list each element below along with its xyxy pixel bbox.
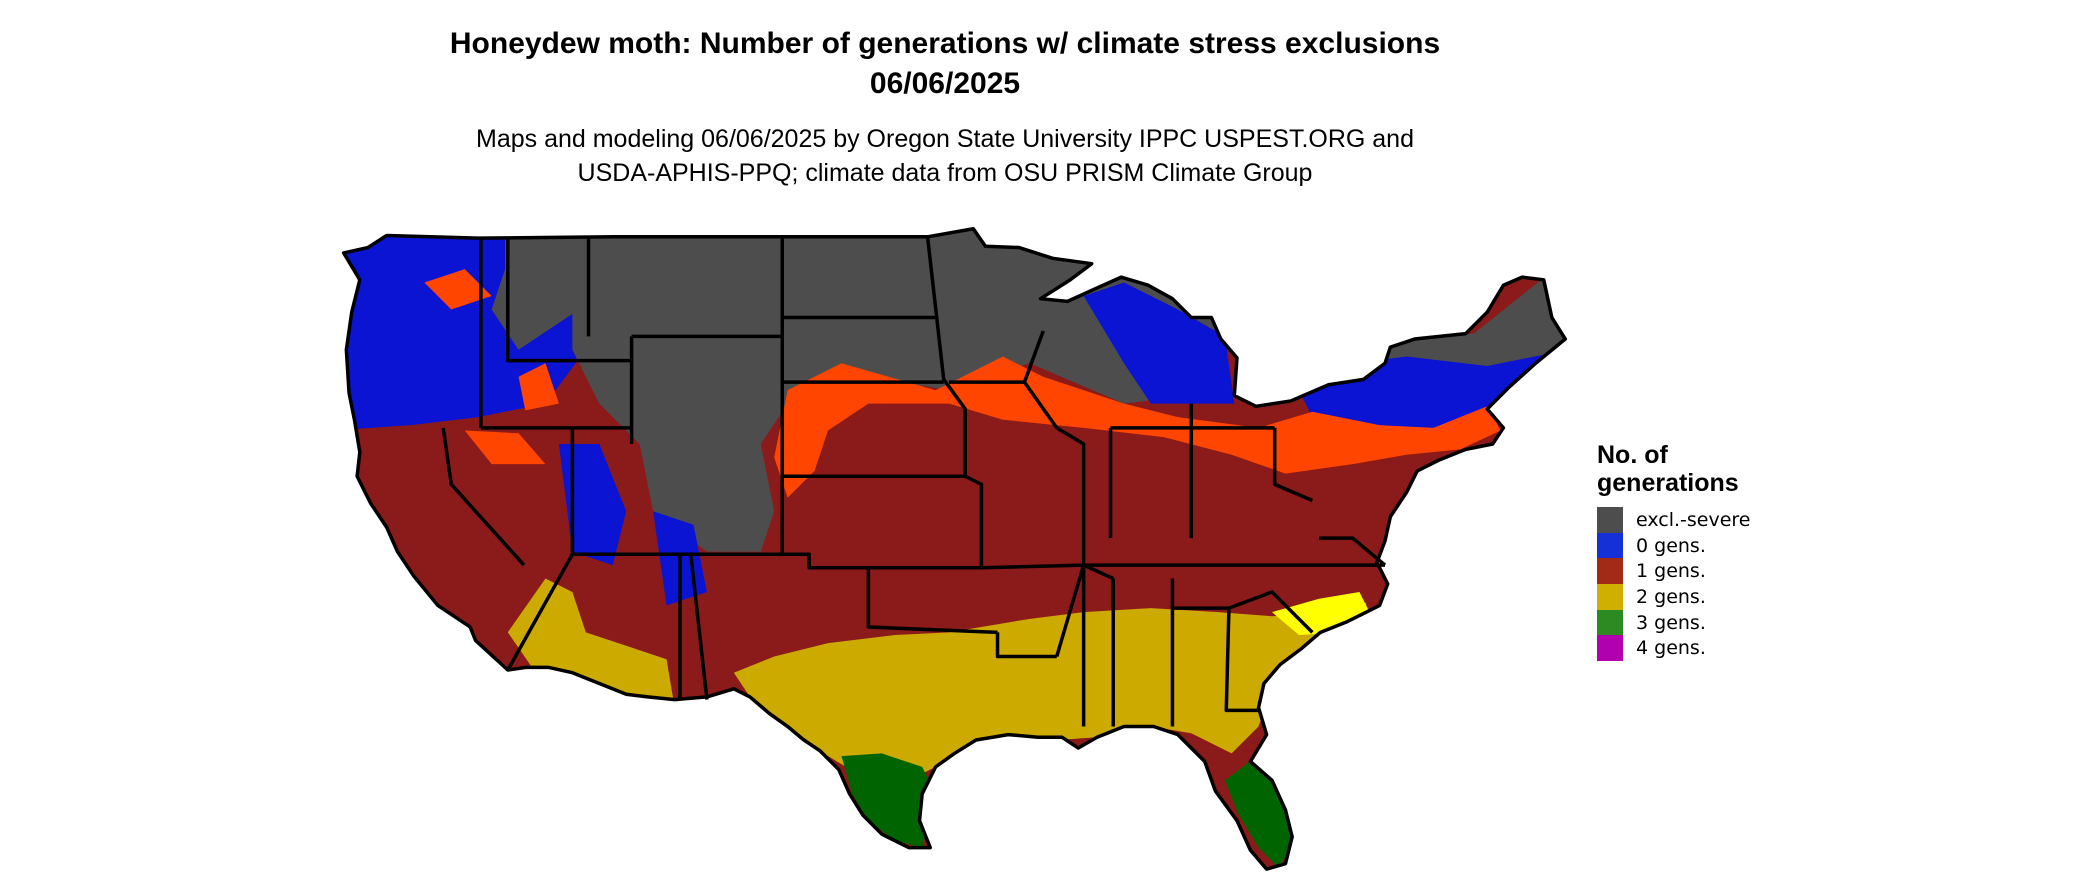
legend-swatch bbox=[1597, 507, 1623, 533]
interior-state-lines bbox=[441, 236, 1387, 727]
legend-item: 0 gens. bbox=[1597, 532, 1797, 559]
zone-0-gens-southwest bbox=[558, 443, 707, 606]
zone-0-gens-northeast bbox=[1298, 352, 1555, 428]
legend-item: excl.-severe bbox=[1597, 507, 1797, 533]
legend-swatch bbox=[1597, 635, 1623, 662]
legend-label: 2 gens. bbox=[1636, 585, 1706, 608]
subtitle-line-2: USDA-APHIS-PPQ; climate data from OSU PR… bbox=[577, 159, 1313, 187]
zone-0-gens-great-lakes bbox=[1083, 282, 1235, 404]
legend-label: 4 gens. bbox=[1636, 637, 1706, 660]
legend-title: No. of generations bbox=[1597, 441, 1739, 497]
legend-swatch bbox=[1597, 558, 1623, 585]
state-borders bbox=[341, 226, 1568, 871]
legend-swatch bbox=[1597, 532, 1623, 559]
map-title: Honeydew moth: Number of generations w/ … bbox=[449, 27, 1441, 60]
generation-fills bbox=[343, 228, 1566, 870]
legend-item: 3 gens. bbox=[1597, 609, 1797, 636]
legend: No. of generations excl.-severe 0 gens. 1 … bbox=[1597, 441, 1797, 662]
legend-label: excl.-severe bbox=[1636, 508, 1751, 531]
zone-orange-northwest bbox=[424, 269, 559, 465]
subtitle-line-1: Maps and modeling 06/06/2025 by Oregon S… bbox=[476, 125, 1414, 153]
legend-item: 4 gens. bbox=[1597, 635, 1797, 662]
zone-3-gens-texas bbox=[841, 753, 936, 848]
legend-item: 2 gens. bbox=[1597, 584, 1797, 610]
legend-swatch bbox=[1597, 584, 1623, 610]
legend-item: 1 gens. bbox=[1597, 558, 1797, 585]
legend-label: 0 gens. bbox=[1636, 534, 1706, 557]
legend-label: 1 gens. bbox=[1636, 560, 1706, 583]
zone-2-gens-south bbox=[733, 602, 1367, 781]
map-date: 06/06/2025 bbox=[869, 67, 1021, 100]
legend-swatch bbox=[1597, 609, 1623, 636]
legend-label: 3 gens. bbox=[1636, 611, 1706, 634]
zone-excluded-plains bbox=[572, 228, 1232, 552]
legend-list: excl.-severe 0 gens. 1 gens. 2 gens. 3 gens.… bbox=[1597, 507, 1797, 662]
